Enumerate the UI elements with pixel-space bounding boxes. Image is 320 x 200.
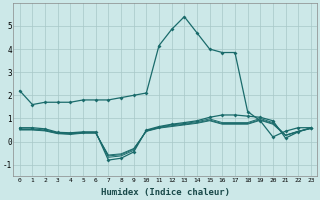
X-axis label: Humidex (Indice chaleur): Humidex (Indice chaleur)	[101, 188, 230, 197]
